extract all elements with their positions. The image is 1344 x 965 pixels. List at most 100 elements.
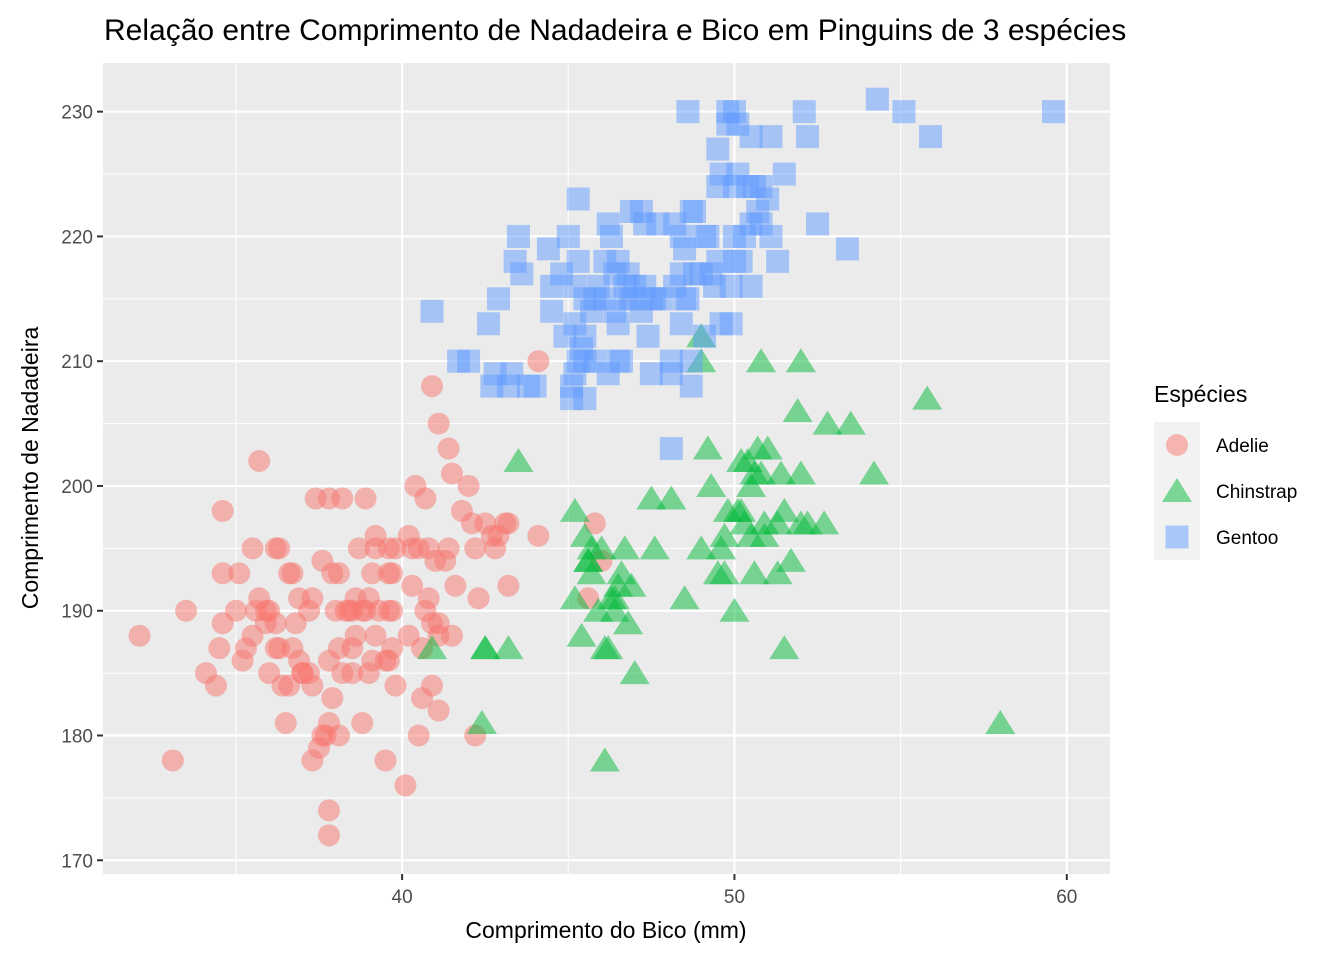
data-point-adelie bbox=[421, 375, 444, 398]
data-point-gentoo bbox=[919, 125, 943, 149]
data-point-gentoo bbox=[676, 100, 700, 124]
data-point-gentoo bbox=[603, 299, 627, 323]
data-point-adelie bbox=[248, 450, 271, 473]
data-point-gentoo bbox=[659, 437, 683, 461]
data-point-chinstrap bbox=[749, 522, 780, 547]
legend-label-adelie: Adelie bbox=[1216, 436, 1269, 457]
y-tick-label: 210 bbox=[61, 352, 93, 373]
data-point-adelie bbox=[527, 350, 550, 373]
data-point-adelie bbox=[241, 537, 264, 560]
data-point-gentoo bbox=[536, 237, 560, 261]
data-point-adelie bbox=[347, 537, 370, 560]
data-point-chinstrap bbox=[559, 497, 590, 522]
data-point-gentoo bbox=[729, 249, 753, 273]
data-point-adelie bbox=[457, 474, 480, 497]
data-point-adelie bbox=[341, 637, 364, 660]
data-point-chinstrap bbox=[726, 448, 757, 473]
data-point-adelie bbox=[341, 662, 364, 685]
data-point-gentoo bbox=[806, 212, 830, 236]
data-point-adelie bbox=[417, 587, 440, 610]
data-point-gentoo bbox=[556, 224, 580, 248]
data-point-adelie bbox=[334, 599, 357, 622]
data-point-chinstrap bbox=[749, 510, 780, 535]
data-point-chinstrap bbox=[696, 472, 727, 497]
data-point-gentoo bbox=[639, 362, 663, 386]
data-point-chinstrap bbox=[639, 535, 670, 560]
legend-keys: Adelie Chinstrap Gentoo bbox=[1154, 422, 1297, 560]
data-point-adelie bbox=[317, 824, 340, 847]
data-point-chinstrap bbox=[616, 572, 647, 597]
data-point-adelie bbox=[424, 549, 447, 572]
data-point-chinstrap bbox=[470, 635, 501, 660]
y-tick-label: 220 bbox=[61, 227, 93, 248]
data-point-chinstrap bbox=[765, 460, 796, 485]
data-point-gentoo bbox=[669, 312, 693, 336]
data-point-gentoo bbox=[506, 224, 530, 248]
data-point-adelie bbox=[354, 487, 377, 510]
data-point-adelie bbox=[464, 537, 487, 560]
data-point-gentoo bbox=[599, 224, 623, 248]
data-point-chinstrap bbox=[739, 560, 770, 585]
data-point-adelie bbox=[228, 562, 251, 585]
data-point-chinstrap bbox=[656, 485, 687, 510]
data-point-gentoo bbox=[573, 387, 597, 411]
data-point-chinstrap bbox=[775, 547, 806, 572]
y-axis-label: Comprimento de Nadadeira bbox=[17, 327, 43, 610]
data-point-gentoo bbox=[772, 162, 796, 186]
data-point-chinstrap bbox=[739, 460, 770, 485]
data-point-adelie bbox=[397, 624, 420, 647]
data-point-adelie bbox=[381, 637, 404, 660]
legend-symbol-adelie bbox=[1166, 434, 1188, 456]
data-point-adelie bbox=[384, 674, 407, 697]
data-point-adelie bbox=[301, 674, 324, 697]
data-point-adelie bbox=[444, 574, 467, 597]
data-point-adelie bbox=[364, 624, 387, 647]
data-point-chinstrap bbox=[466, 710, 497, 735]
data-point-adelie bbox=[374, 749, 397, 772]
data-point-chinstrap bbox=[706, 535, 737, 560]
data-point-chinstrap bbox=[417, 635, 448, 660]
chart-title: Relação entre Comprimento de Nadadeira e… bbox=[104, 14, 1126, 47]
x-tick-label: 40 bbox=[392, 887, 413, 908]
data-point-adelie bbox=[467, 587, 490, 610]
data-point-gentoo bbox=[679, 374, 703, 398]
data-point-chinstrap bbox=[596, 585, 627, 610]
data-point-adelie bbox=[161, 749, 184, 772]
data-point-gentoo bbox=[477, 312, 501, 336]
data-point-chinstrap bbox=[636, 485, 667, 510]
data-point-adelie bbox=[384, 537, 407, 560]
data-point-gentoo bbox=[609, 349, 633, 373]
legend-title: Espécies bbox=[1154, 381, 1247, 407]
data-point-adelie bbox=[288, 587, 311, 610]
data-point-chinstrap bbox=[746, 348, 777, 373]
data-point-adelie bbox=[351, 712, 374, 735]
data-point-chinstrap bbox=[503, 448, 534, 473]
data-point-adelie bbox=[268, 537, 291, 560]
data-point-adelie bbox=[460, 512, 483, 535]
data-point-gentoo bbox=[593, 249, 617, 273]
data-point-adelie bbox=[497, 512, 520, 535]
data-point-chinstrap bbox=[586, 535, 617, 560]
data-point-gentoo bbox=[732, 224, 756, 248]
data-point-gentoo bbox=[683, 262, 707, 286]
data-point-chinstrap bbox=[762, 560, 793, 585]
data-point-chinstrap bbox=[619, 660, 650, 685]
data-point-gentoo bbox=[1042, 100, 1066, 124]
data-point-chinstrap bbox=[769, 635, 800, 660]
data-point-adelie bbox=[583, 512, 606, 535]
data-point-gentoo bbox=[739, 274, 763, 298]
legend-symbol-gentoo bbox=[1165, 525, 1189, 549]
data-point-adelie bbox=[241, 624, 264, 647]
data-point-adelie bbox=[377, 562, 400, 585]
data-point-chinstrap bbox=[985, 710, 1016, 735]
data-point-adelie bbox=[421, 674, 444, 697]
data-point-chinstrap bbox=[593, 635, 624, 660]
data-point-chinstrap bbox=[692, 435, 723, 460]
data-point-adelie bbox=[394, 774, 417, 797]
data-point-gentoo bbox=[676, 287, 700, 311]
data-point-adelie bbox=[281, 562, 304, 585]
data-point-adelie bbox=[204, 674, 227, 697]
legend-label-gentoo: Gentoo bbox=[1216, 528, 1278, 549]
data-point-adelie bbox=[427, 412, 450, 435]
data-point-gentoo bbox=[486, 287, 510, 311]
